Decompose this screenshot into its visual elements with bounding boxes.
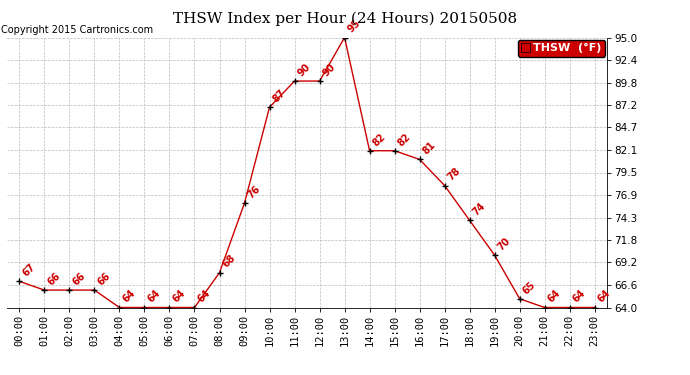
Text: 81: 81: [421, 140, 437, 157]
Text: 65: 65: [521, 279, 538, 296]
Text: 70: 70: [496, 236, 513, 252]
Text: 90: 90: [321, 62, 337, 78]
Text: 66: 66: [46, 271, 62, 287]
Text: 68: 68: [221, 253, 237, 270]
Text: 78: 78: [446, 166, 463, 183]
Text: 66: 66: [71, 271, 88, 287]
Text: 95: 95: [346, 18, 362, 35]
Text: 64: 64: [196, 288, 213, 305]
Text: Copyright 2015 Cartronics.com: Copyright 2015 Cartronics.com: [1, 25, 153, 35]
Text: 64: 64: [171, 288, 188, 305]
Text: 82: 82: [396, 131, 413, 148]
Text: 90: 90: [296, 62, 313, 78]
Text: 64: 64: [546, 288, 562, 305]
Text: 82: 82: [371, 131, 388, 148]
Legend: THSW  (°F): THSW (°F): [518, 40, 605, 57]
Text: 76: 76: [246, 184, 262, 200]
Text: 64: 64: [121, 288, 137, 305]
Text: 87: 87: [271, 88, 288, 104]
Text: THSW Index per Hour (24 Hours) 20150508: THSW Index per Hour (24 Hours) 20150508: [173, 11, 517, 26]
Text: 67: 67: [21, 262, 37, 279]
Text: 74: 74: [471, 201, 488, 217]
Text: 64: 64: [571, 288, 588, 305]
Text: 64: 64: [146, 288, 162, 305]
Text: 66: 66: [96, 271, 112, 287]
Text: 64: 64: [596, 288, 613, 305]
